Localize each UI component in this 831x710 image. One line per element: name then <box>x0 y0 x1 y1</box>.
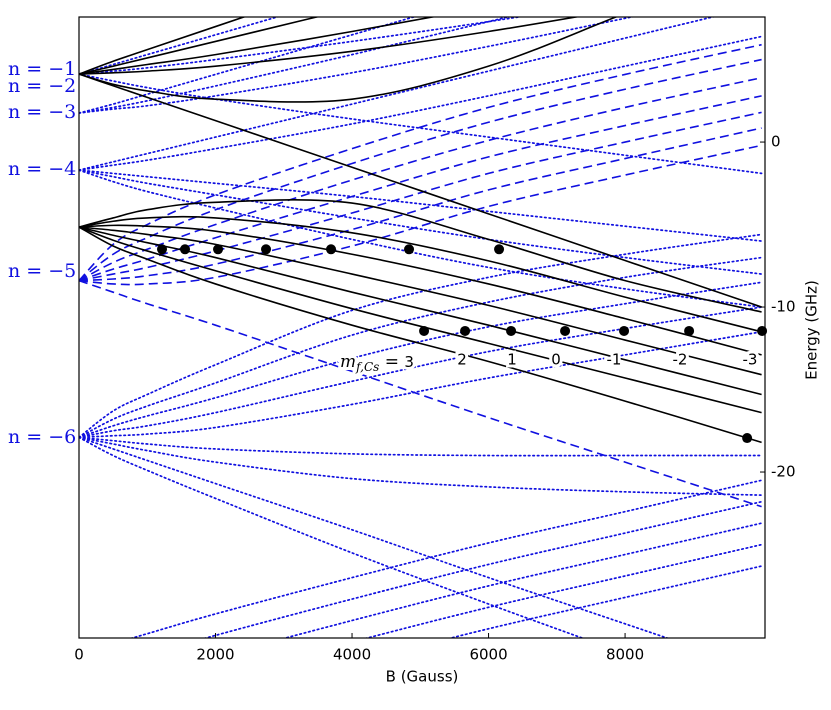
point <box>261 244 272 255</box>
mf-equals: = <box>379 352 404 372</box>
curve <box>79 58 762 282</box>
point <box>560 325 571 336</box>
curve <box>79 226 762 414</box>
mf-subscript: f,Cs <box>355 360 379 374</box>
x-tick-label: 8000 <box>606 646 644 664</box>
point <box>419 325 430 336</box>
y-tick-label: -10 <box>771 298 796 316</box>
curve <box>79 127 762 282</box>
mf-value-label: 1 <box>507 351 517 369</box>
curve <box>79 73 762 308</box>
curve <box>79 17 581 75</box>
mf-value-label: 2 <box>457 351 467 369</box>
curve <box>79 226 762 376</box>
level-label: n = −5 <box>8 260 76 282</box>
mf-value-label: -1 <box>607 351 622 369</box>
curve <box>79 199 762 313</box>
x-tick-label: 4000 <box>333 646 371 664</box>
x-axis-label: B (Gauss) <box>386 668 459 686</box>
point <box>494 244 505 255</box>
point <box>742 433 753 444</box>
curve <box>79 436 670 638</box>
curve <box>282 522 763 638</box>
y-axis-label: Energy (GHz) <box>803 280 821 380</box>
curve <box>79 17 525 75</box>
point <box>506 325 517 336</box>
curve <box>79 436 585 638</box>
curve <box>79 436 763 496</box>
curve <box>79 226 762 396</box>
curve <box>79 17 247 75</box>
curve <box>79 279 762 508</box>
curve <box>79 144 762 286</box>
curve <box>79 224 762 356</box>
mf-value: 3 <box>404 353 414 371</box>
curve <box>79 73 763 175</box>
curve <box>79 17 618 103</box>
point <box>404 244 415 255</box>
mf-value-label: 0 <box>551 351 561 369</box>
mf-value-label: -3 <box>743 351 758 369</box>
curve <box>79 95 762 282</box>
curve <box>363 543 763 638</box>
curve <box>79 17 717 171</box>
curve <box>79 17 281 75</box>
level-label: n = −1 <box>8 58 76 80</box>
curve <box>79 256 763 439</box>
level-label: n = −4 <box>8 158 76 180</box>
x-tick-label: 0 <box>74 646 84 664</box>
curve <box>79 17 320 75</box>
curve <box>79 111 762 282</box>
curve <box>79 215 762 333</box>
curve <box>79 226 762 444</box>
point <box>180 244 191 255</box>
point <box>213 244 224 255</box>
y-tick-label: 0 <box>771 133 781 151</box>
curve <box>79 281 763 439</box>
curve <box>79 436 763 457</box>
curve <box>79 35 763 171</box>
curve <box>447 565 763 638</box>
curve <box>79 17 438 75</box>
curve <box>79 169 763 308</box>
curve <box>79 17 417 114</box>
curve <box>79 169 763 275</box>
level-label: n = −2 <box>8 75 76 97</box>
mf-label: mf,Cs = 3 <box>340 352 414 374</box>
curve <box>79 330 763 439</box>
curve <box>79 43 762 282</box>
curve <box>79 233 763 439</box>
point <box>619 325 630 336</box>
level-label: n = −6 <box>8 426 76 448</box>
curve <box>79 169 763 242</box>
curve <box>79 17 636 114</box>
point <box>326 244 337 255</box>
x-tick-label: 6000 <box>469 646 507 664</box>
x-tick-label: 2000 <box>196 646 234 664</box>
level-label: n = −3 <box>8 101 76 123</box>
point <box>460 325 471 336</box>
curve <box>202 500 763 638</box>
plot-lines <box>79 17 763 638</box>
y-tick-label: -20 <box>771 463 796 481</box>
curve <box>79 76 762 282</box>
curve <box>129 479 763 638</box>
mf-symbol: m <box>340 352 356 372</box>
mf-value-label: -2 <box>673 351 688 369</box>
point <box>157 244 168 255</box>
point <box>684 325 695 336</box>
point <box>757 325 768 336</box>
